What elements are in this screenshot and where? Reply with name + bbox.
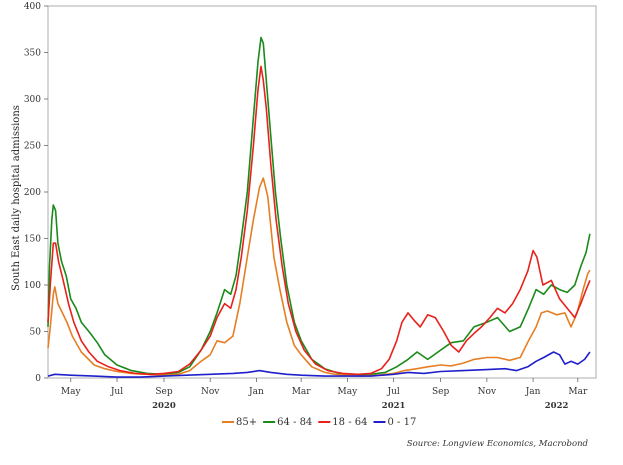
x-tick-label: Nov — [478, 387, 497, 397]
x-year-label: 2021 — [382, 401, 406, 411]
x-tick-label: Sep — [155, 387, 172, 397]
legend-label: 18 - 64 — [332, 417, 367, 428]
x-tick-label: Mar — [292, 387, 312, 397]
legend-label: 0 - 17 — [387, 417, 416, 428]
x-tick-label: May — [338, 387, 359, 397]
series-line-18-64 — [47, 65, 591, 376]
x-tick-label: Jul — [110, 387, 123, 397]
x-tick-label: Jul — [386, 387, 399, 397]
y-tick-label: 100 — [24, 281, 41, 291]
x-tick-label: Sep — [432, 387, 449, 397]
y-tick-label: 250 — [24, 142, 41, 152]
y-tick-label: 200 — [24, 188, 41, 198]
y-axis: 0 50 100 150 200 250 300 350 400 — [24, 2, 48, 384]
series-line-64-84 — [47, 36, 591, 376]
series-line-0-17 — [47, 351, 591, 378]
x-tick-label: Jan — [248, 387, 264, 397]
y-axis-title: South East daily hospital admissions — [11, 105, 22, 291]
x-tick-label: Jan — [525, 387, 541, 397]
legend-label: 85+ — [236, 417, 257, 428]
y-tick-label: 400 — [24, 2, 41, 12]
x-tick-label: Nov — [201, 387, 220, 397]
legend-label: 64 - 84 — [277, 417, 312, 428]
y-tick-label: 150 — [24, 235, 41, 245]
x-tick-label: May — [61, 387, 82, 397]
series-lines — [47, 36, 591, 378]
x-year-label: 2020 — [152, 401, 176, 411]
series-line-85- — [47, 177, 591, 377]
plot-area — [47, 5, 597, 379]
y-tick-label: 50 — [30, 328, 42, 338]
x-year-label: 2022 — [545, 401, 569, 411]
source-note: Source: Longview Economics, Macrobond — [407, 439, 589, 449]
legend: 85+ 64 - 84 18 - 64 0 - 17 — [222, 417, 416, 428]
y-tick-label: 350 — [24, 49, 41, 59]
x-tick-label: Mar — [568, 387, 588, 397]
y-tick-label: 0 — [35, 374, 41, 384]
plot-border — [47, 5, 597, 379]
x-axis: May Jul Sep Nov Jan Mar May Jul Sep Nov Jan Mar 2020… — [61, 378, 588, 411]
y-tick-label: 300 — [24, 95, 41, 105]
